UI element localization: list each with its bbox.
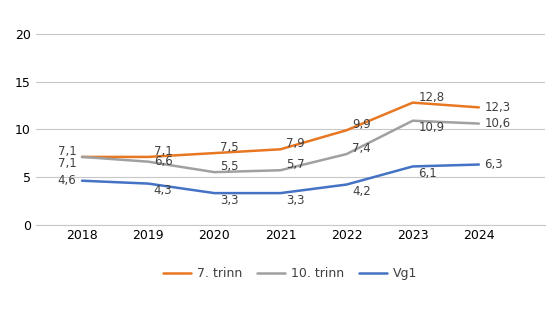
Text: 7,1: 7,1: [154, 145, 172, 158]
Text: 10,6: 10,6: [484, 117, 511, 130]
10. trinn: [277, 168, 284, 172]
7. trinn: [277, 147, 284, 151]
Text: 12,8: 12,8: [418, 91, 445, 104]
10. trinn: [78, 155, 85, 159]
Text: 7,1: 7,1: [58, 145, 77, 158]
Vg1: [211, 191, 218, 195]
Text: 3,3: 3,3: [220, 194, 239, 207]
10. trinn: [145, 160, 152, 164]
Vg1: [343, 183, 350, 186]
Vg1: [78, 179, 85, 183]
Vg1: [277, 191, 284, 195]
Text: 3,3: 3,3: [286, 194, 305, 207]
Text: 4,2: 4,2: [352, 185, 371, 198]
Text: 4,6: 4,6: [58, 174, 77, 187]
Text: 7,1: 7,1: [58, 157, 77, 170]
Line: Vg1: Vg1: [82, 165, 479, 193]
Vg1: [409, 165, 416, 169]
Legend: 7. trinn, 10. trinn, Vg1: 7. trinn, 10. trinn, Vg1: [158, 262, 422, 285]
Text: 6,6: 6,6: [154, 155, 172, 168]
Vg1: [475, 163, 482, 167]
Text: 7,9: 7,9: [286, 137, 305, 150]
Text: 5,5: 5,5: [220, 160, 239, 173]
Text: 4,3: 4,3: [154, 184, 172, 197]
Line: 7. trinn: 7. trinn: [82, 103, 479, 157]
10. trinn: [211, 170, 218, 174]
7. trinn: [475, 105, 482, 109]
Text: 7,4: 7,4: [352, 142, 371, 155]
Text: 7,5: 7,5: [220, 141, 239, 154]
10. trinn: [343, 152, 350, 156]
Text: 6,1: 6,1: [418, 167, 437, 180]
7. trinn: [343, 128, 350, 132]
7. trinn: [78, 155, 85, 159]
Text: 6,3: 6,3: [484, 158, 503, 171]
10. trinn: [409, 119, 416, 123]
10. trinn: [475, 122, 482, 126]
Text: 5,7: 5,7: [286, 158, 305, 171]
7. trinn: [409, 101, 416, 105]
7. trinn: [211, 151, 218, 155]
Line: 10. trinn: 10. trinn: [82, 121, 479, 172]
7. trinn: [145, 155, 152, 159]
Text: 10,9: 10,9: [418, 121, 445, 134]
Text: 12,3: 12,3: [484, 101, 511, 114]
Vg1: [145, 182, 152, 185]
Text: 9,9: 9,9: [352, 118, 371, 131]
